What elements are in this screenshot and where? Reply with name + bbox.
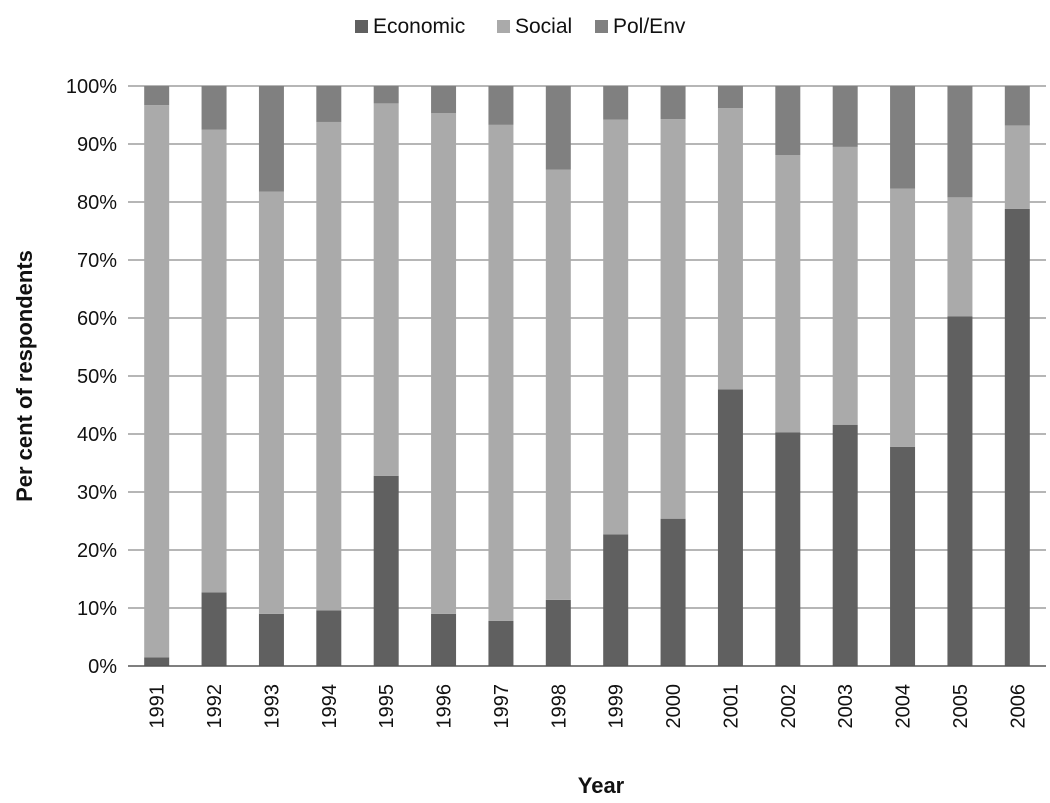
x-tick-label: 1994 — [319, 684, 341, 729]
y-tick-label: 10% — [77, 598, 117, 620]
bar-pol-env-2000 — [660, 86, 686, 120]
y-tick-label: 60% — [77, 308, 117, 330]
bar-social-1997 — [488, 124, 514, 621]
x-tick-label: 1995 — [376, 684, 398, 729]
legend-label-economic: Economic — [373, 15, 465, 38]
x-tick-label: 1999 — [606, 684, 628, 729]
x-tick-label: 1997 — [491, 684, 513, 729]
legend-swatch-economic — [355, 20, 368, 33]
bar-pol-env-2001 — [717, 86, 743, 109]
bar-pol-env-1991 — [144, 86, 170, 106]
bar-economic-2001 — [717, 389, 743, 666]
bar-social-1999 — [603, 119, 629, 535]
bar-social-2002 — [775, 155, 801, 433]
bar-social-1996 — [431, 113, 457, 614]
x-tick-label: 1991 — [147, 684, 169, 729]
bar-pol-env-2003 — [832, 86, 858, 147]
bar-pol-env-1995 — [373, 86, 399, 104]
bar-pol-env-1999 — [603, 86, 629, 120]
bar-economic-1993 — [258, 613, 284, 666]
bar-pol-env-1996 — [431, 86, 457, 114]
y-axis-title: Per cent of respondents — [12, 250, 37, 502]
legend-swatch-pol-env — [595, 20, 608, 33]
bar-social-1992 — [201, 129, 227, 593]
bar-social-2000 — [660, 119, 686, 519]
y-tick-label: 50% — [77, 366, 117, 388]
bar-economic-1998 — [545, 599, 571, 666]
x-axis-title: Year — [578, 773, 625, 798]
bar-economic-1994 — [316, 610, 342, 666]
bar-social-2001 — [717, 108, 743, 390]
x-tick-label: 1998 — [548, 684, 570, 729]
bar-pol-env-2004 — [890, 86, 916, 189]
bar-economic-2000 — [660, 518, 686, 666]
legend-label-pol-env: Pol/Env — [613, 15, 686, 38]
bar-economic-1997 — [488, 620, 514, 666]
legend-swatch-social — [497, 20, 510, 33]
y-tick-label: 40% — [77, 424, 117, 446]
bar-pol-env-1997 — [488, 86, 514, 125]
legend: Economic Social Pol/Env — [355, 15, 686, 38]
bar-social-1995 — [373, 103, 399, 476]
y-tick-label: 0% — [88, 656, 117, 678]
x-tick-label: 2001 — [720, 684, 742, 729]
x-axis-ticks: 1991 1992 1993 1994 1995 1996 1997 1998 1999 2000… — [147, 684, 1030, 729]
x-tick-label: 2006 — [1007, 684, 1029, 729]
bar-economic-2006 — [1004, 208, 1030, 666]
bar-economic-1991 — [144, 657, 170, 666]
x-tick-label: 1992 — [204, 684, 226, 729]
bar-economic-1999 — [603, 534, 629, 666]
bar-pol-env-1994 — [316, 86, 342, 122]
y-tick-label: 30% — [77, 482, 117, 504]
bar-social-1994 — [316, 121, 342, 611]
x-tick-label: 2000 — [663, 684, 685, 729]
x-tick-label: 2003 — [835, 684, 857, 729]
bar-economic-2003 — [832, 424, 858, 666]
x-tick-label: 1996 — [434, 684, 456, 729]
bar-social-2004 — [890, 188, 916, 447]
x-tick-label: 2002 — [778, 684, 800, 729]
y-tick-label: 100% — [66, 76, 117, 98]
x-tick-label: 2005 — [950, 684, 972, 729]
bar-pol-env-1993 — [258, 86, 284, 192]
x-tick-label: 2004 — [893, 684, 915, 729]
legend-label-social: Social — [515, 15, 572, 38]
bar-social-1998 — [545, 169, 571, 600]
bar-social-1993 — [258, 191, 284, 614]
bar-economic-2002 — [775, 432, 801, 666]
x-tick-label: 1993 — [261, 684, 283, 729]
bar-economic-1995 — [373, 475, 399, 666]
bar-economic-1992 — [201, 592, 227, 666]
y-tick-label: 70% — [77, 250, 117, 272]
bar-pol-env-2002 — [775, 86, 801, 156]
bar-pol-env-1998 — [545, 86, 571, 170]
bar-social-2006 — [1004, 125, 1030, 209]
bar-economic-2004 — [890, 446, 916, 666]
y-tick-label: 80% — [77, 192, 117, 214]
bars — [144, 86, 1030, 666]
bar-pol-env-1992 — [201, 86, 227, 130]
bar-economic-2005 — [947, 316, 973, 666]
bar-economic-1996 — [431, 613, 457, 666]
y-tick-label: 20% — [77, 540, 117, 562]
bar-social-2005 — [947, 197, 973, 317]
y-axis-ticks: 0% 10% 20% 30% 40% 50% 60% 70% 80% 90% 100% — [66, 76, 117, 678]
bar-pol-env-2005 — [947, 86, 973, 198]
bar-social-1991 — [144, 105, 170, 658]
y-tick-label: 90% — [77, 134, 117, 156]
bar-social-2003 — [832, 146, 858, 425]
bar-pol-env-2006 — [1004, 86, 1030, 126]
